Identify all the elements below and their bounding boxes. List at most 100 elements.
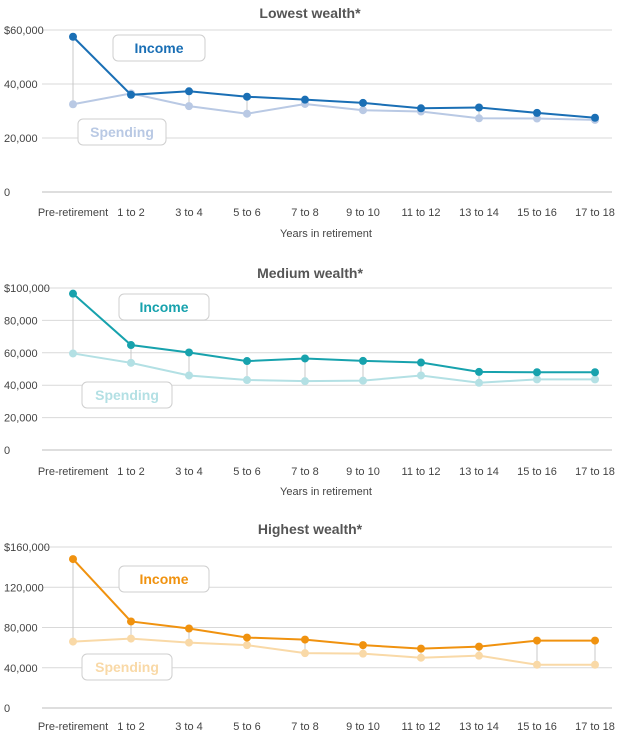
data-point-spending (359, 106, 367, 115)
y-tick-label: $60,000 (4, 25, 44, 37)
legend-label-spending: Spending (90, 124, 154, 140)
x-tick-label: 9 to 10 (346, 207, 380, 219)
x-tick-label: 17 to 18 (575, 466, 615, 478)
data-point-income (243, 633, 251, 642)
data-point-income (127, 341, 135, 350)
data-point-income (417, 358, 425, 367)
x-tick-label: 11 to 12 (402, 207, 441, 219)
series-line-income (72, 36, 596, 119)
x-tick-label: 3 to 4 (175, 721, 203, 733)
data-point-spending (185, 102, 193, 111)
data-point-income (417, 104, 425, 113)
series-line-spending (72, 352, 595, 384)
x-tick-label: 7 to 8 (291, 466, 319, 478)
data-point-income (69, 32, 77, 41)
data-point-income (475, 367, 483, 376)
x-tick-label: 17 to 18 (575, 721, 615, 733)
chart-title: Highest wealth* (258, 521, 363, 537)
x-tick-label: 3 to 4 (175, 466, 203, 478)
data-point-spending (243, 641, 251, 650)
data-point-income (243, 92, 251, 101)
y-tick-label: 0 (4, 445, 10, 457)
y-tick-label: 0 (4, 187, 10, 199)
x-tick-label: 15 to 16 (517, 466, 557, 478)
y-tick-label: 40,000 (4, 79, 38, 91)
medium-wealth-chart: Medium wealth* $100,000 80,000 60,000 40,000… (4, 265, 615, 498)
data-point-spending (69, 637, 77, 646)
legend-box-spending (81, 381, 173, 409)
data-point-income (359, 98, 367, 107)
x-tick-label: Pre-retirement (38, 721, 108, 733)
y-tick-label: 20,000 (4, 413, 38, 425)
lowest-wealth-chart: Lowest wealth* $60,000 40,000 20,000 0 Pre-re… (4, 5, 615, 240)
legend-label-income: Income (134, 40, 183, 56)
x-tick-label: Pre-retirement (38, 207, 108, 219)
data-point-income (533, 368, 541, 377)
data-point-income (417, 644, 425, 653)
data-point-spending (475, 651, 483, 660)
data-point-income (127, 90, 135, 99)
data-point-income (185, 624, 193, 633)
x-tick-label: 1 to 2 (117, 207, 145, 219)
data-point-spending (127, 358, 135, 367)
data-point-spending (69, 100, 77, 109)
data-point-spending (359, 649, 367, 658)
data-point-income (301, 635, 309, 644)
data-point-income (301, 354, 309, 363)
data-point-spending (243, 376, 251, 385)
data-point-income (359, 356, 367, 365)
data-point-spending (475, 378, 483, 387)
y-tick-label: 0 (4, 703, 10, 715)
y-tick-label: 20,000 (4, 133, 38, 145)
x-tick-label: 1 to 2 (117, 466, 145, 478)
data-point-spending (417, 653, 425, 662)
data-point-income (127, 617, 135, 626)
data-point-income (359, 641, 367, 650)
y-tick-label: 40,000 (4, 380, 38, 392)
y-tick-label: $160,000 (4, 542, 50, 554)
x-tick-label: 9 to 10 (346, 466, 380, 478)
series-line-spending (72, 637, 595, 666)
data-point-income (533, 108, 541, 117)
data-point-spending (69, 349, 77, 358)
data-point-spending (533, 114, 541, 123)
x-tick-label: 1 to 2 (117, 721, 145, 733)
legend-label-income: Income (139, 299, 188, 315)
series-line-income (72, 292, 595, 374)
x-tick-label: 5 to 6 (233, 207, 261, 219)
y-tick-label: 80,000 (4, 623, 38, 635)
data-point-income (533, 636, 541, 645)
x-tick-label: 5 to 6 (233, 466, 261, 478)
data-point-spending (243, 109, 251, 118)
data-point-income (591, 636, 599, 645)
legend-box-income (118, 293, 210, 321)
chart-title: Lowest wealth* (259, 5, 361, 21)
x-tick-label: 13 to 14 (459, 721, 499, 733)
x-axis-label: Years in retirement (280, 228, 372, 240)
data-point-spending (591, 375, 599, 384)
x-tick-label: 15 to 16 (517, 721, 557, 733)
data-point-spending (533, 375, 541, 384)
x-tick-label: 11 to 12 (402, 721, 441, 733)
x-tick-label: 13 to 14 (459, 207, 499, 219)
data-point-spending (301, 649, 309, 658)
x-tick-label: 7 to 8 (291, 721, 319, 733)
y-tick-label: 60,000 (4, 348, 38, 360)
data-point-spending (185, 371, 193, 380)
x-tick-label: 17 to 18 (575, 207, 615, 219)
data-point-income (475, 642, 483, 651)
x-tick-label: 15 to 16 (517, 207, 557, 219)
legend-label-spending: Spending (95, 387, 159, 403)
legend-box-income (118, 565, 210, 593)
data-point-income (301, 95, 309, 104)
series-line-spending (72, 92, 596, 121)
data-point-spending (185, 638, 193, 647)
data-point-spending (301, 377, 309, 386)
series-line-income (72, 558, 595, 650)
data-point-income (591, 113, 599, 122)
chart-title: Medium wealth* (257, 265, 363, 281)
data-point-income (69, 555, 77, 564)
highest-wealth-chart: Highest wealth* $160,000 120,000 80,000 40,0… (4, 521, 615, 733)
data-point-income (475, 103, 483, 112)
y-tick-label: 40,000 (4, 663, 38, 675)
